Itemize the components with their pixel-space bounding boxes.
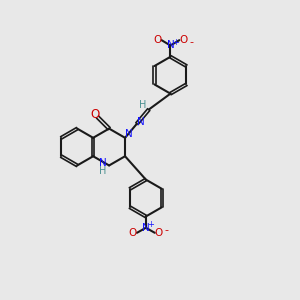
Text: -: -	[164, 225, 168, 235]
Text: N: N	[125, 129, 133, 139]
Text: N: N	[167, 40, 174, 50]
Text: O: O	[90, 108, 99, 121]
Text: N: N	[137, 117, 145, 127]
Text: -: -	[189, 37, 193, 47]
Text: +: +	[172, 38, 179, 47]
Text: H: H	[99, 167, 106, 176]
Text: N: N	[99, 158, 106, 168]
Text: O: O	[155, 228, 163, 238]
Text: +: +	[148, 220, 154, 229]
Text: O: O	[153, 34, 161, 44]
Text: O: O	[179, 34, 188, 44]
Text: N: N	[142, 223, 150, 233]
Text: H: H	[140, 100, 147, 110]
Text: O: O	[129, 228, 137, 238]
